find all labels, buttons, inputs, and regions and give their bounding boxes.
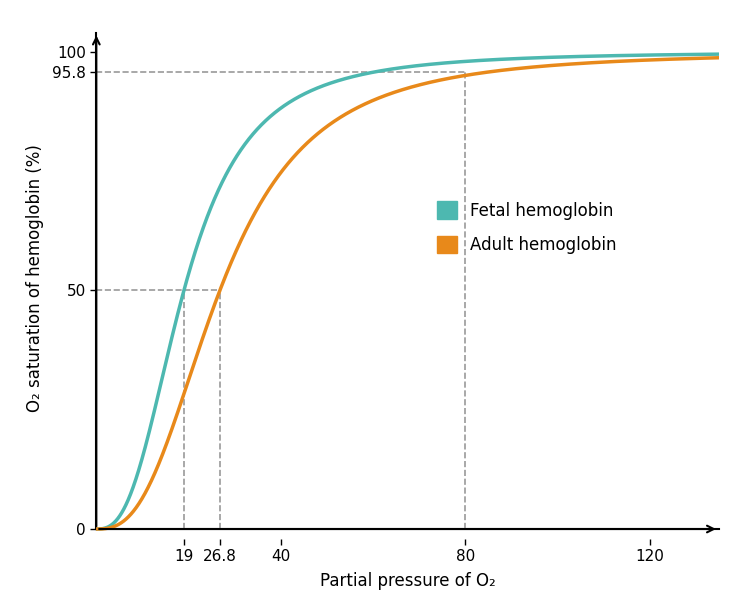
Legend: Fetal hemoglobin, Adult hemoglobin: Fetal hemoglobin, Adult hemoglobin [428, 193, 625, 263]
X-axis label: Partial pressure of O₂: Partial pressure of O₂ [319, 572, 496, 591]
Y-axis label: O₂ saturation of hemoglobin (%): O₂ saturation of hemoglobin (%) [26, 144, 44, 412]
